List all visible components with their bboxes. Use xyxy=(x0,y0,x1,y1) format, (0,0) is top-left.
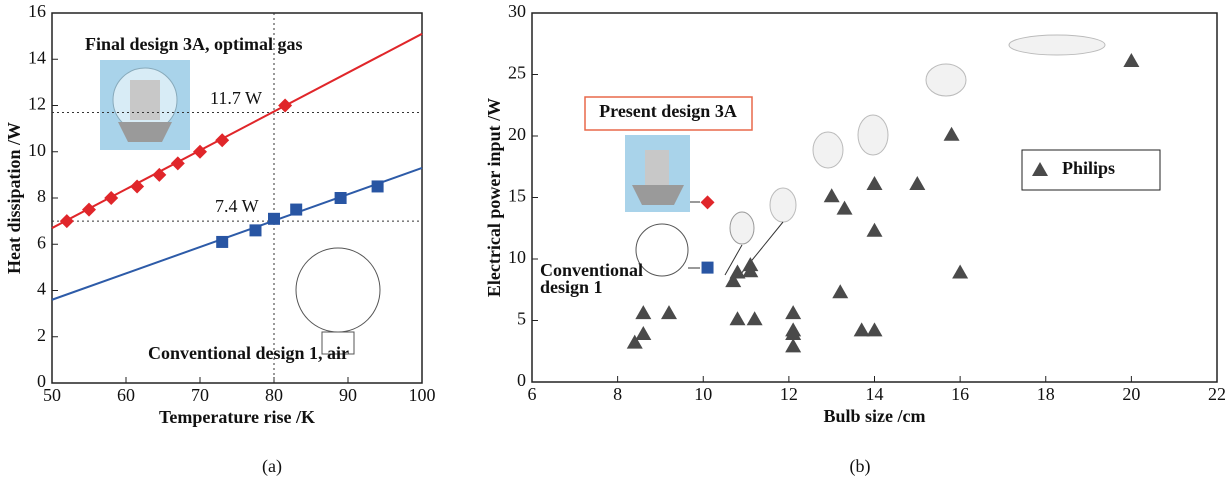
point xyxy=(867,176,883,190)
x-tick-label: 20 xyxy=(1122,384,1140,404)
bulb-image xyxy=(1009,35,1105,55)
y-tick-label: 0 xyxy=(517,370,526,390)
annotation: Final design 3A, optimal gas xyxy=(85,34,303,54)
point xyxy=(944,127,960,141)
x-tick-label: 22 xyxy=(1208,384,1226,404)
bulb-image xyxy=(296,248,380,332)
x-tick-label: 6 xyxy=(528,384,537,404)
y-axis-label: Heat dissipation /W xyxy=(4,122,24,274)
bulb-image xyxy=(858,115,888,155)
point xyxy=(372,180,384,192)
annotation: 11.7 W xyxy=(210,88,262,108)
fit-line xyxy=(52,168,422,300)
point xyxy=(290,204,302,216)
x-axis-label: Bulb size /cm xyxy=(824,406,926,426)
annotation: design 1 xyxy=(540,277,603,297)
y-tick-label: 6 xyxy=(37,232,46,252)
point xyxy=(867,223,883,237)
x-tick-label: 16 xyxy=(951,384,969,404)
y-tick-label: 25 xyxy=(508,63,526,83)
point xyxy=(854,322,870,336)
x-axis-label: Temperature rise /K xyxy=(159,407,315,427)
annotation: 7.4 W xyxy=(215,196,259,216)
y-axis-label: Electrical power input /W xyxy=(484,98,504,297)
x-tick-label: 80 xyxy=(265,385,283,405)
x-tick-label: 90 xyxy=(339,385,357,405)
bulb-image xyxy=(636,224,688,276)
y-tick-label: 30 xyxy=(508,1,526,21)
point xyxy=(250,224,262,236)
point xyxy=(785,322,801,336)
y-tick-label: 12 xyxy=(28,94,46,114)
y-tick-label: 14 xyxy=(28,47,46,67)
point xyxy=(701,195,715,209)
y-tick-label: 5 xyxy=(517,309,526,329)
point xyxy=(952,265,968,279)
y-tick-label: 10 xyxy=(28,140,46,160)
caption: (b) xyxy=(850,456,871,477)
point xyxy=(82,203,96,217)
x-tick-label: 14 xyxy=(866,384,884,404)
point xyxy=(60,214,74,228)
caption: (a) xyxy=(262,456,282,477)
y-tick-label: 15 xyxy=(508,186,526,206)
point xyxy=(747,311,763,325)
point xyxy=(730,311,746,325)
bulb-image xyxy=(813,132,843,168)
x-tick-label: 70 xyxy=(191,385,209,405)
x-tick-label: 60 xyxy=(117,385,135,405)
illustrations xyxy=(100,35,1105,354)
x-tick-label: 8 xyxy=(613,384,622,404)
annotation: Present design 3A xyxy=(599,101,737,121)
point xyxy=(702,262,714,274)
point xyxy=(837,201,853,215)
point xyxy=(635,305,651,319)
bulb-image xyxy=(645,150,669,185)
point xyxy=(1123,53,1139,67)
point xyxy=(335,192,347,204)
y-tick-label: 4 xyxy=(37,279,46,299)
x-tick-label: 18 xyxy=(1037,384,1055,404)
y-tick-label: 10 xyxy=(508,247,526,267)
bulb-image xyxy=(926,64,966,96)
x-tick-label: 12 xyxy=(780,384,798,404)
x-tick-label: 10 xyxy=(694,384,712,404)
point xyxy=(785,305,801,319)
y-tick-label: 20 xyxy=(508,124,526,144)
y-tick-label: 8 xyxy=(37,186,46,206)
y-tick-label: 16 xyxy=(28,1,46,21)
point xyxy=(104,191,118,205)
point xyxy=(909,176,925,190)
bulb-image xyxy=(770,188,796,222)
bulb-image xyxy=(730,212,754,244)
annotation: Conventional design 1, air xyxy=(148,343,349,363)
point xyxy=(785,338,801,352)
point xyxy=(216,236,228,248)
y-tick-label: 2 xyxy=(37,325,46,345)
point xyxy=(824,188,840,202)
point xyxy=(278,99,292,113)
point xyxy=(832,284,848,298)
point xyxy=(635,326,651,340)
point xyxy=(867,322,883,336)
point xyxy=(268,213,280,225)
x-tick-label: 100 xyxy=(409,385,436,405)
figure: 50607080901000246810121416Temperature ri… xyxy=(0,0,1230,494)
y-tick-label: 0 xyxy=(37,371,46,391)
legend-label: Philips xyxy=(1062,158,1115,178)
point xyxy=(661,305,677,319)
bulb-image xyxy=(130,80,160,120)
